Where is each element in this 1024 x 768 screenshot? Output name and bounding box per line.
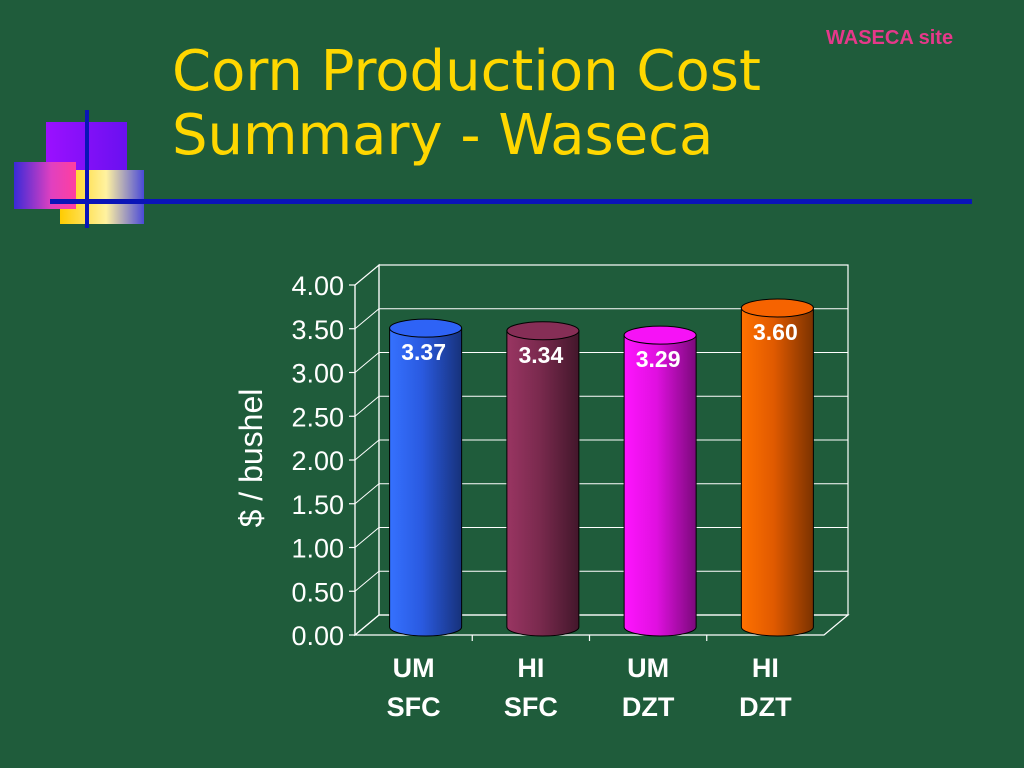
y-tick-label: 3.50 <box>291 315 344 345</box>
x-tick-label: DZT <box>739 692 792 722</box>
x-tick-label: SFC <box>504 692 558 722</box>
x-tick-label: DZT <box>622 692 675 722</box>
y-tick-label: 2.00 <box>291 446 344 476</box>
data-label: 3.37 <box>401 339 446 365</box>
bar-0 <box>389 327 463 637</box>
bar-top-2 <box>623 325 697 345</box>
x-tick-label: HI <box>752 653 779 683</box>
decorative-vertical-line <box>85 110 89 228</box>
bar-top-0 <box>389 318 463 338</box>
bar-2 <box>623 334 697 637</box>
y-tick-label: 3.00 <box>291 359 344 389</box>
y-tick-label: 0.50 <box>291 577 344 607</box>
x-tick-label: SFC <box>387 692 441 722</box>
x-tick-label: HI <box>517 653 544 683</box>
bar-top-3 <box>740 298 814 318</box>
y-axis-label: $ / bushel <box>233 389 269 528</box>
gridline <box>354 308 848 330</box>
x-tick-label: UM <box>627 653 669 683</box>
y-tick-label: 0.00 <box>291 621 344 651</box>
y-tick-label: 1.00 <box>291 534 344 564</box>
title-line-2: Summary - Waseca <box>172 103 714 168</box>
site-label: WASECA site <box>826 27 954 49</box>
bar-1 <box>506 330 580 637</box>
data-label: 3.60 <box>753 319 798 345</box>
x-tick-label: UM <box>393 653 435 683</box>
title-line-1: Corn Production Cost <box>172 39 761 104</box>
y-tick-label: 4.00 <box>291 271 344 301</box>
data-label: 3.34 <box>518 342 563 368</box>
bar-3 <box>740 307 814 637</box>
y-tick-label: 2.50 <box>291 402 344 432</box>
page-title: Corn Production Cost Summary - Waseca <box>172 40 761 168</box>
data-label: 3.29 <box>636 346 681 372</box>
bar-top-1 <box>506 321 580 341</box>
title-underline <box>50 199 972 204</box>
y-tick-label: 1.50 <box>291 490 344 520</box>
